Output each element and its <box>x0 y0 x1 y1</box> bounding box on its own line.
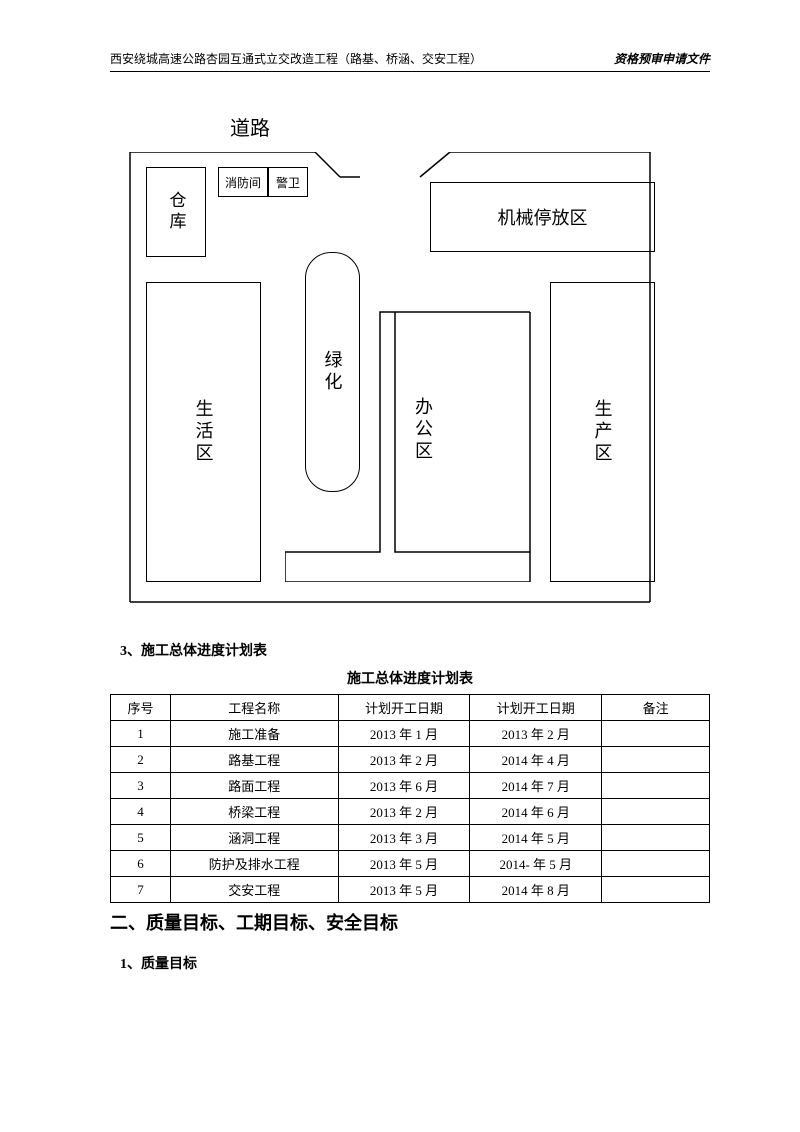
table-row: 5涵洞工程2013 年 3 月2014 年 5 月 <box>111 825 710 851</box>
production-area-label: 生产区 <box>590 399 616 465</box>
table-cell: 2013 年 2 月 <box>338 747 470 773</box>
table-cell: 涵洞工程 <box>170 825 338 851</box>
table-cell: 2014 年 6 月 <box>470 799 602 825</box>
table-cell: 2014 年 5 月 <box>470 825 602 851</box>
header-left: 西安绕城高速公路杏园互通式立交改造工程（路基、桥涵、交安工程） <box>110 50 482 67</box>
guard-box: 警卫 <box>268 167 308 197</box>
table-row: 7交安工程2013 年 5 月2014 年 8 月 <box>111 877 710 903</box>
table-cell: 2013 年 2 月 <box>338 799 470 825</box>
warehouse-label: 仓库 <box>164 191 189 233</box>
heading-targets: 二、质量目标、工期目标、安全目标 <box>110 909 710 935</box>
table-cell <box>602 851 710 877</box>
col-header: 备注 <box>602 695 710 721</box>
production-area-box: 生产区 <box>550 282 655 582</box>
col-header: 计划开工日期 <box>338 695 470 721</box>
table-cell: 桥梁工程 <box>170 799 338 825</box>
machine-area-label: 机械停放区 <box>498 204 588 230</box>
warehouse-box: 仓库 <box>146 167 206 257</box>
living-area-box: 生活区 <box>146 282 261 582</box>
table-cell: 防护及排水工程 <box>170 851 338 877</box>
fire-room-box: 消防间 <box>218 167 268 197</box>
page-header: 西安绕城高速公路杏园互通式立交改造工程（路基、桥涵、交安工程） 资格预审申请文件 <box>110 50 710 72</box>
table-cell: 3 <box>111 773 171 799</box>
machine-area-box: 机械停放区 <box>430 182 655 252</box>
table-row: 4桥梁工程2013 年 2 月2014 年 6 月 <box>111 799 710 825</box>
site-layout-diagram: 道路 仓库 消防间 警卫 <box>110 102 710 622</box>
table-cell: 路面工程 <box>170 773 338 799</box>
header-right: 资格预审申请文件 <box>614 50 710 67</box>
col-header: 序号 <box>111 695 171 721</box>
table-cell: 5 <box>111 825 171 851</box>
table-cell: 2013 年 5 月 <box>338 877 470 903</box>
guard-label: 警卫 <box>276 174 300 191</box>
table-row: 2路基工程2013 年 2 月2014 年 4 月 <box>111 747 710 773</box>
table-cell: 路基工程 <box>170 747 338 773</box>
table-cell: 1 <box>111 721 171 747</box>
table-cell: 2014- 年 5 月 <box>470 851 602 877</box>
table-cell: 6 <box>111 851 171 877</box>
table-cell: 2013 年 2 月 <box>470 721 602 747</box>
office-area-label: 办公区 <box>410 397 436 463</box>
table-header-row: 序号 工程名称 计划开工日期 计划开工日期 备注 <box>111 695 710 721</box>
table-row: 3路面工程2013 年 6 月2014 年 7 月 <box>111 773 710 799</box>
fire-room-label: 消防间 <box>225 174 261 191</box>
schedule-section-label: 3、施工总体进度计划表 <box>120 640 710 660</box>
schedule-table-title: 施工总体进度计划表 <box>110 668 710 688</box>
schedule-table: 序号 工程名称 计划开工日期 计划开工日期 备注 1施工准备2013 年 1 月… <box>110 694 710 903</box>
table-cell <box>602 721 710 747</box>
table-cell <box>602 747 710 773</box>
table-cell: 2 <box>111 747 171 773</box>
table-row: 1施工准备2013 年 1 月2013 年 2 月 <box>111 721 710 747</box>
table-row: 6防护及排水工程2013 年 5 月2014- 年 5 月 <box>111 851 710 877</box>
table-cell: 施工准备 <box>170 721 338 747</box>
table-cell <box>602 799 710 825</box>
living-area-label: 生活区 <box>191 399 217 465</box>
table-cell <box>602 877 710 903</box>
table-cell: 2013 年 5 月 <box>338 851 470 877</box>
office-area-label-wrap: 办公区 <box>410 397 436 468</box>
table-cell <box>602 825 710 851</box>
table-cell: 2014 年 7 月 <box>470 773 602 799</box>
table-cell: 交安工程 <box>170 877 338 903</box>
road-label: 道路 <box>230 112 270 141</box>
table-cell: 2014 年 8 月 <box>470 877 602 903</box>
sub-quality-target: 1、质量目标 <box>120 953 710 973</box>
table-cell: 2013 年 1 月 <box>338 721 470 747</box>
col-header: 计划开工日期 <box>470 695 602 721</box>
table-cell: 7 <box>111 877 171 903</box>
table-cell: 2013 年 3 月 <box>338 825 470 851</box>
col-header: 工程名称 <box>170 695 338 721</box>
table-cell <box>602 773 710 799</box>
table-cell: 2013 年 6 月 <box>338 773 470 799</box>
table-cell: 2014 年 4 月 <box>470 747 602 773</box>
table-cell: 4 <box>111 799 171 825</box>
